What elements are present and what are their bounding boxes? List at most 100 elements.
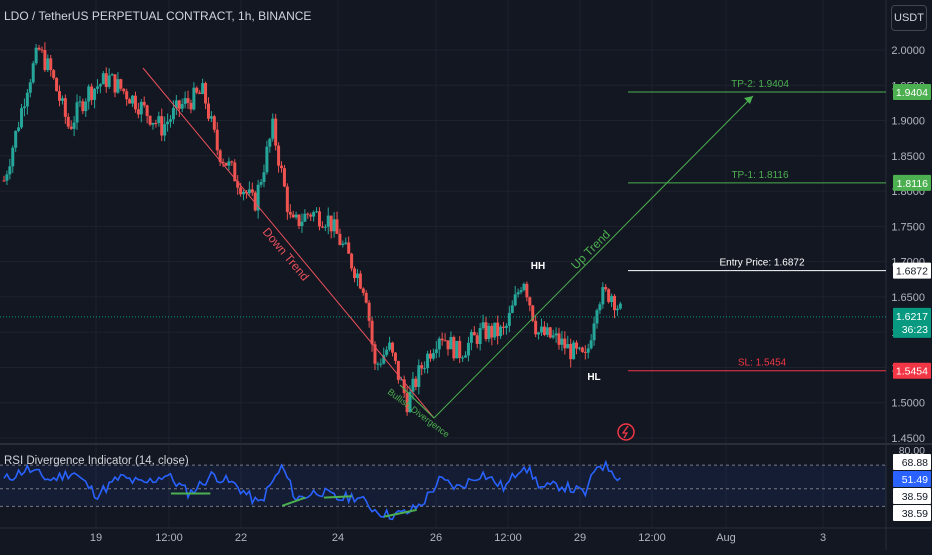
candle-body bbox=[522, 283, 526, 291]
candle-body bbox=[75, 102, 79, 123]
candle-body bbox=[557, 333, 561, 345]
candle-body bbox=[259, 182, 263, 185]
up-trend-line bbox=[433, 95, 754, 419]
candle-body bbox=[28, 82, 32, 93]
candle-body bbox=[116, 79, 120, 93]
higher-high-label: HH bbox=[531, 261, 545, 272]
candle-body bbox=[40, 49, 44, 51]
candle-body bbox=[315, 211, 319, 213]
x-axis-tick-label: 22 bbox=[235, 532, 247, 544]
price-axis-tick-label: 1.7500 bbox=[891, 221, 925, 233]
candle-body bbox=[569, 344, 573, 360]
price-axis-tick-label: 1.9000 bbox=[891, 116, 925, 128]
candle-body bbox=[101, 73, 105, 85]
candle-body bbox=[376, 363, 380, 365]
candle-body bbox=[78, 101, 82, 103]
alert-icon[interactable] bbox=[617, 423, 635, 441]
candle-body bbox=[5, 174, 9, 181]
candle-body bbox=[174, 100, 178, 109]
candle-body bbox=[391, 342, 395, 353]
chart-title: LDO / TetherUS PERPETUAL CONTRACT, 1h, B… bbox=[4, 9, 312, 23]
rsi-line bbox=[3, 459, 621, 521]
candle-body bbox=[142, 101, 146, 106]
candle-body bbox=[239, 187, 243, 195]
candle-body bbox=[525, 283, 529, 298]
candle-body bbox=[131, 95, 135, 104]
candle-body bbox=[303, 213, 307, 222]
candle-body bbox=[592, 323, 596, 341]
candle-body bbox=[169, 119, 173, 122]
candle-body bbox=[98, 84, 102, 87]
rsi-value-badge bbox=[893, 488, 931, 504]
current-price-text: 1.6217 bbox=[896, 311, 928, 323]
candle-body bbox=[519, 290, 523, 293]
rsi-indicator-title: RSI Divergence Indicator (14, close) bbox=[4, 455, 189, 467]
candle-body bbox=[350, 253, 354, 269]
x-axis-tick-label: 29 bbox=[574, 532, 586, 544]
candle-body bbox=[87, 86, 91, 102]
candle-body bbox=[504, 325, 508, 328]
candle-body bbox=[528, 297, 532, 306]
candle-body bbox=[256, 184, 260, 211]
candle-body bbox=[499, 326, 503, 337]
candle-body bbox=[288, 211, 292, 215]
candle-body bbox=[139, 101, 143, 115]
candle-body bbox=[265, 146, 269, 173]
candle-body bbox=[516, 292, 520, 295]
candle-body bbox=[312, 212, 316, 217]
level-badge-text-tp-1: 1.8116 bbox=[897, 178, 928, 190]
candle-body bbox=[443, 340, 447, 342]
candle-body bbox=[55, 77, 59, 92]
candle-body bbox=[166, 121, 170, 125]
candle-body bbox=[475, 335, 479, 344]
candle-body bbox=[37, 47, 41, 50]
candle-body bbox=[189, 102, 193, 110]
candle-body bbox=[496, 322, 500, 337]
candle-body bbox=[481, 322, 485, 329]
candle-body bbox=[2, 180, 6, 182]
x-axis-tick-label: 26 bbox=[430, 532, 442, 544]
candle-body bbox=[478, 328, 482, 344]
candle-body bbox=[335, 219, 339, 234]
candle-body bbox=[212, 116, 216, 130]
rsi-value-badge bbox=[893, 471, 931, 487]
candle-body bbox=[323, 226, 327, 228]
candle-body bbox=[43, 50, 47, 71]
candle-body bbox=[472, 331, 476, 336]
x-axis-tick-label: 24 bbox=[332, 532, 344, 544]
candle-body bbox=[411, 378, 415, 392]
candle-body bbox=[586, 348, 590, 353]
candle-body bbox=[440, 338, 444, 341]
currency-button[interactable]: USDT bbox=[891, 5, 927, 31]
candle-body bbox=[551, 335, 555, 338]
candle-body bbox=[513, 294, 517, 306]
candle-body bbox=[487, 325, 491, 340]
candle-body bbox=[601, 287, 605, 305]
candle-body bbox=[417, 365, 421, 387]
candle-body bbox=[367, 302, 371, 321]
candle-body bbox=[52, 70, 56, 78]
x-axis-tick-label: 12:00 bbox=[494, 532, 522, 544]
candle-body bbox=[280, 165, 284, 169]
candle-body bbox=[370, 320, 374, 345]
higher-low-label: HL bbox=[587, 372, 600, 383]
candle-body bbox=[58, 91, 62, 101]
rsi-value-text: 38.59 bbox=[902, 508, 928, 520]
candle-body bbox=[69, 126, 73, 129]
down-trend-line bbox=[142, 67, 435, 419]
candle-body bbox=[218, 150, 222, 162]
candle-body bbox=[81, 101, 85, 112]
level-badge-tp-1 bbox=[893, 174, 931, 191]
candle-body bbox=[329, 215, 333, 232]
candle-body bbox=[332, 219, 336, 232]
rsi-value-text: 38.59 bbox=[902, 491, 928, 503]
candle-body bbox=[253, 192, 257, 211]
candle-body bbox=[589, 340, 593, 349]
candle-body bbox=[542, 326, 546, 335]
candle-body bbox=[198, 92, 202, 94]
candle-body bbox=[396, 360, 400, 380]
rsi-band bbox=[0, 465, 886, 507]
candle-body bbox=[72, 122, 76, 129]
